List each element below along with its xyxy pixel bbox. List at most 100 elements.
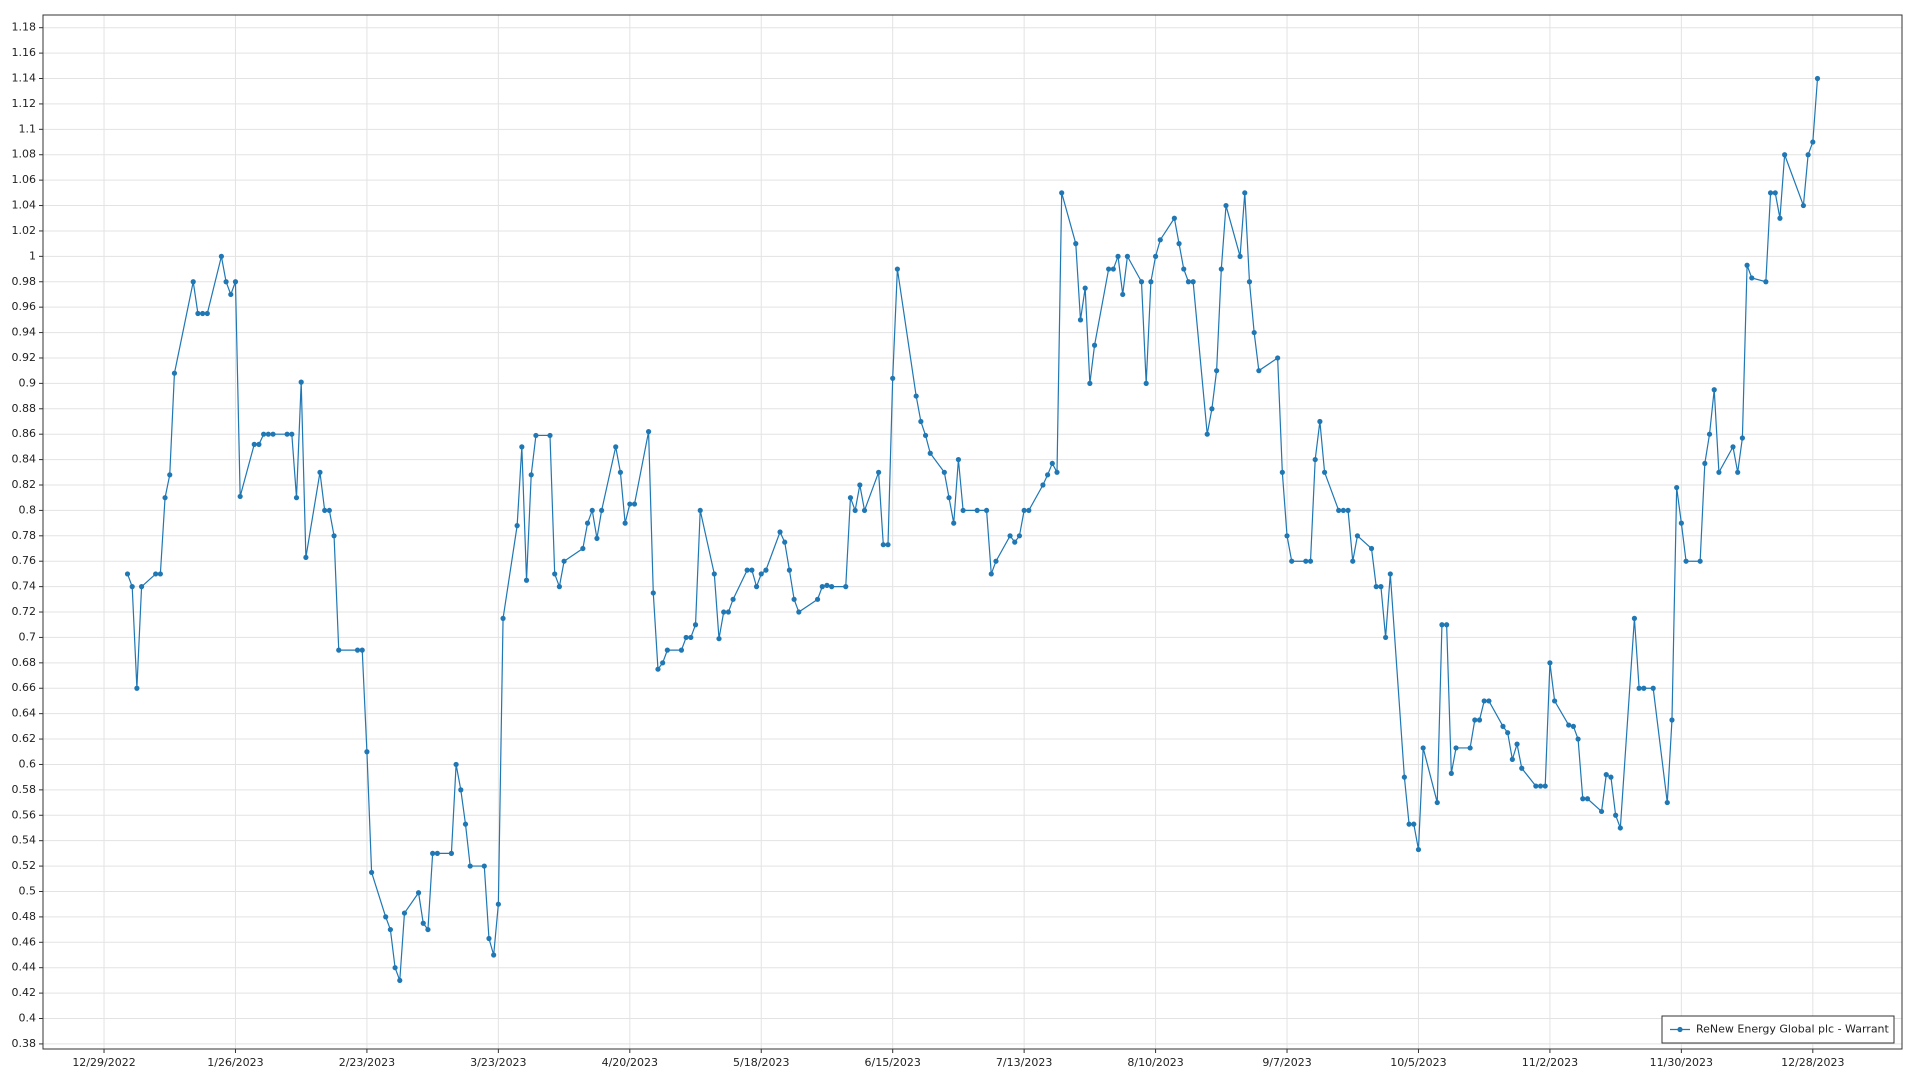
data-point xyxy=(369,869,375,876)
data-point xyxy=(1415,846,1422,853)
data-point xyxy=(1552,698,1558,704)
y-tick-label: 0.72 xyxy=(12,605,37,618)
data-point xyxy=(1049,460,1055,467)
data-point xyxy=(232,279,239,285)
series-line xyxy=(126,78,1819,981)
data-point xyxy=(890,375,896,381)
marks xyxy=(124,75,1821,984)
data-point xyxy=(1481,698,1487,704)
data-point xyxy=(237,493,243,500)
data-point xyxy=(322,507,328,514)
data-point xyxy=(1434,799,1440,806)
data-point xyxy=(265,431,271,437)
y-tick-label: 1.14 xyxy=(12,72,37,85)
data-point xyxy=(1345,507,1351,514)
y-tick-label: 0.38 xyxy=(12,1037,37,1050)
data-point xyxy=(922,432,929,439)
y-tick-label: 0.64 xyxy=(12,707,37,720)
y-tick-label: 1.16 xyxy=(12,46,37,59)
data-point xyxy=(1613,812,1619,818)
y-tick-label: 1.08 xyxy=(12,148,37,161)
data-point xyxy=(486,935,492,942)
data-point xyxy=(688,634,694,641)
data-point xyxy=(1256,368,1262,374)
data-point xyxy=(293,495,300,501)
data-point xyxy=(1509,756,1515,762)
data-point xyxy=(1054,469,1060,475)
legend: ReNew Energy Global plc - Warrant xyxy=(1661,1015,1895,1044)
data-point xyxy=(284,431,290,437)
y-tick-label: 0.48 xyxy=(12,910,37,923)
y-tick-label: 0.56 xyxy=(12,808,37,821)
data-point xyxy=(124,571,131,577)
x-tick-label: 12/28/2023 xyxy=(1781,1056,1844,1069)
data-point xyxy=(1519,765,1525,771)
data-point xyxy=(627,501,633,507)
data-point xyxy=(1580,796,1586,802)
data-point xyxy=(1439,622,1445,628)
y-tick-label: 0.54 xyxy=(12,834,37,847)
data-point xyxy=(824,582,830,588)
y-tick-label: 1.02 xyxy=(12,224,37,237)
data-point xyxy=(1617,825,1623,831)
grid xyxy=(43,15,1902,1049)
data-point xyxy=(1176,241,1182,247)
data-point xyxy=(167,472,173,478)
data-point xyxy=(157,571,163,577)
x-tick-label: 11/30/2023 xyxy=(1650,1056,1713,1069)
data-point xyxy=(1016,533,1023,539)
data-point xyxy=(481,863,487,869)
y-tick-label: 0.94 xyxy=(12,326,37,339)
data-point xyxy=(317,469,323,475)
y-tick-label: 0.6 xyxy=(19,757,37,770)
data-point xyxy=(1533,783,1539,789)
data-point xyxy=(876,469,882,475)
x-tick-label: 9/7/2023 xyxy=(1262,1056,1311,1069)
data-point xyxy=(1143,380,1149,386)
y-tick-label: 0.92 xyxy=(12,351,37,364)
data-point xyxy=(1598,808,1605,815)
data-point xyxy=(453,761,459,768)
data-point xyxy=(430,850,436,856)
data-point xyxy=(1138,279,1145,285)
data-point xyxy=(336,647,342,653)
data-point xyxy=(270,431,276,437)
data-point xyxy=(692,622,699,628)
data-point xyxy=(1383,634,1389,641)
data-point xyxy=(1730,444,1736,450)
data-point xyxy=(1547,660,1553,666)
data-point xyxy=(1420,745,1426,751)
data-point xyxy=(228,291,234,298)
data-point xyxy=(580,545,586,552)
data-point xyxy=(725,609,731,615)
y-tick-label: 0.44 xyxy=(12,961,37,974)
data-point xyxy=(1110,266,1116,272)
data-point xyxy=(1467,745,1473,751)
y-tick-label: 0.76 xyxy=(12,554,37,567)
data-point xyxy=(1575,736,1581,742)
data-point xyxy=(153,571,159,577)
data-point xyxy=(664,647,670,653)
legend-box xyxy=(1661,1015,1895,1044)
y-tick-label: 1.06 xyxy=(12,173,37,186)
data-point xyxy=(1087,380,1093,386)
data-point xyxy=(204,310,210,317)
data-point xyxy=(1476,717,1483,723)
data-point xyxy=(1805,152,1811,158)
data-point xyxy=(1171,215,1177,221)
data-point xyxy=(660,660,666,666)
data-point xyxy=(552,571,558,577)
data-point xyxy=(1223,202,1229,209)
data-point xyxy=(331,533,337,539)
data-point xyxy=(298,379,304,385)
data-point xyxy=(843,584,849,590)
data-point xyxy=(223,279,229,285)
data-point xyxy=(894,266,900,272)
data-point xyxy=(683,634,689,641)
data-point xyxy=(1472,717,1478,723)
data-point xyxy=(1045,472,1051,478)
y-tick-label: 0.9 xyxy=(19,376,37,389)
data-point xyxy=(988,571,994,577)
data-point xyxy=(650,590,656,596)
data-point xyxy=(1448,770,1454,776)
